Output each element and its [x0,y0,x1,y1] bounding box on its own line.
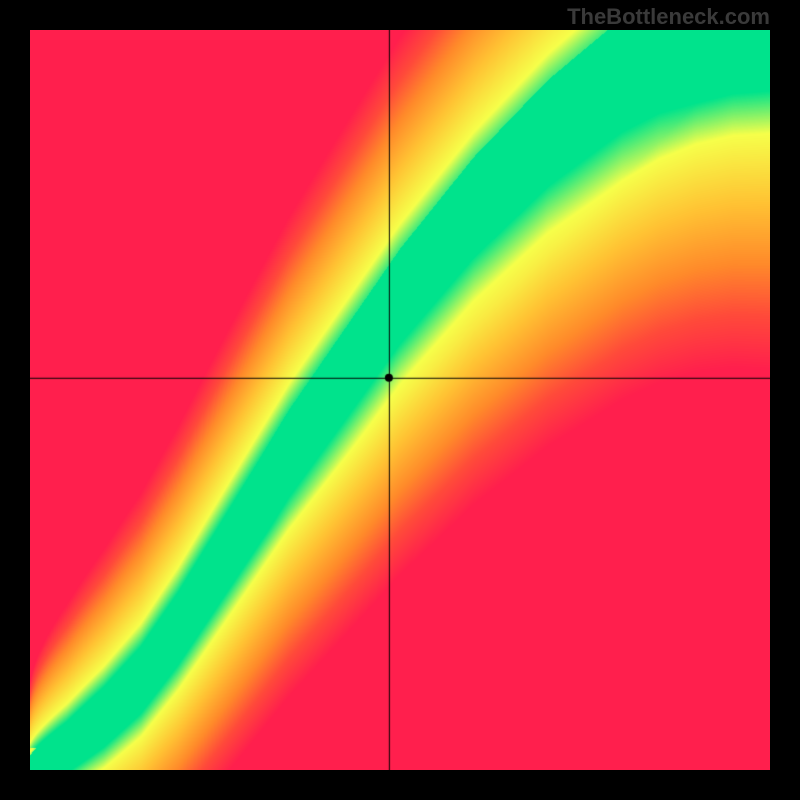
watermark-text: TheBottleneck.com [567,4,770,30]
heatmap-frame [30,30,770,770]
bottleneck-heatmap [30,30,770,770]
